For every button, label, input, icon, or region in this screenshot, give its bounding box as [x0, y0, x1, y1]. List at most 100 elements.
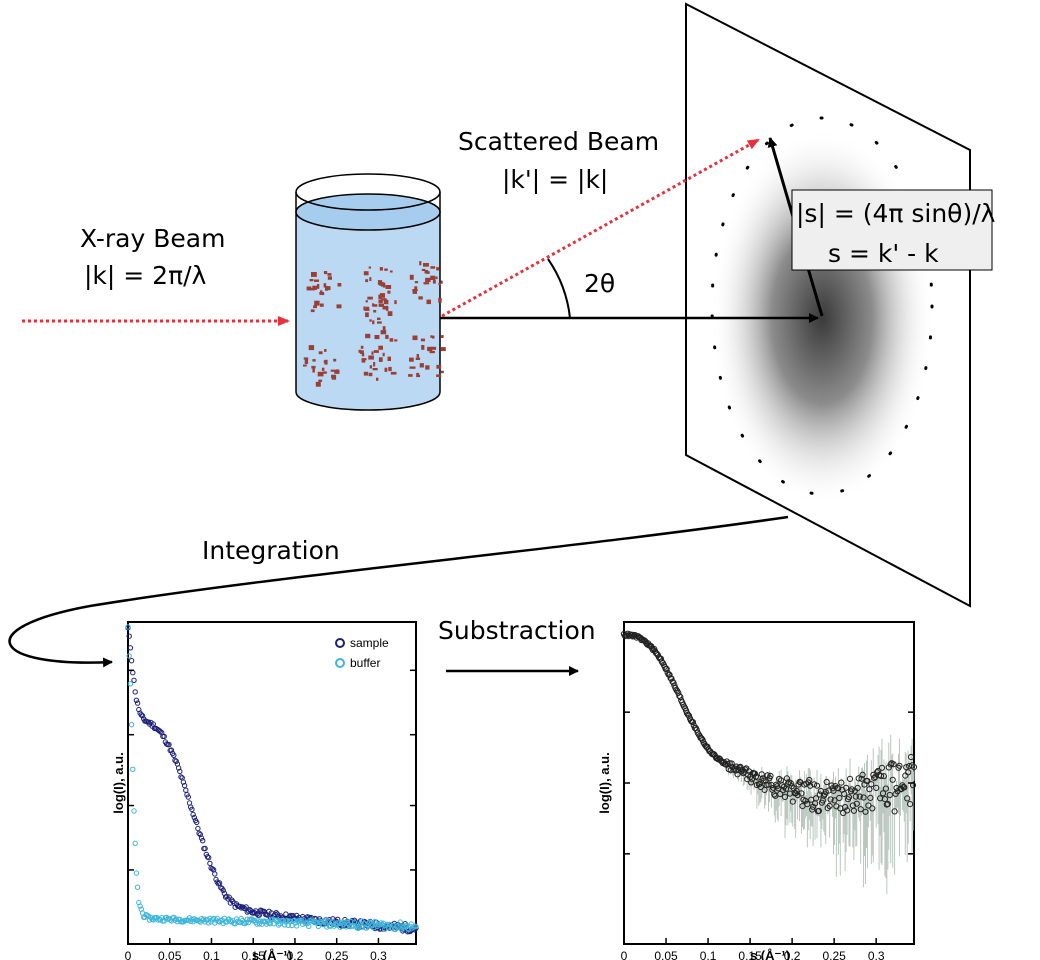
x-axis-label: s (Å⁻¹) [252, 948, 292, 960]
protein-blob [325, 286, 331, 291]
protein-blob [374, 335, 380, 340]
protein-blob [337, 283, 342, 287]
data-point [823, 778, 830, 786]
data-point [134, 700, 141, 706]
data-point [273, 910, 279, 916]
protein-blob [416, 372, 420, 378]
protein-blob [378, 303, 385, 307]
legend-label-buffer: buffer [350, 656, 380, 670]
xray-beam-equation: |k| = 2π/λ [84, 261, 207, 290]
data-point [212, 871, 218, 877]
data-point [822, 788, 829, 796]
data-point [243, 919, 249, 926]
data-point [322, 917, 329, 924]
data-point [321, 919, 328, 925]
data-point [294, 923, 300, 929]
x-tick-label: 0,3 [370, 949, 387, 960]
protein-blob [425, 277, 431, 282]
data-point [867, 794, 874, 802]
protein-blob [336, 304, 342, 309]
protein-blob [426, 299, 431, 305]
protein-blob [409, 357, 414, 362]
protein-blob [389, 270, 393, 273]
data-point [658, 658, 665, 665]
data-point [854, 784, 861, 792]
protein-blob [306, 286, 312, 291]
data-point [695, 731, 702, 738]
data-point [275, 922, 282, 928]
protein-blob [436, 267, 440, 271]
protein-blob [367, 296, 373, 300]
xray-beam-label: X-ray Beam [80, 224, 225, 253]
data-point [777, 790, 784, 798]
s-vector-equation: s = k' - k [828, 239, 939, 268]
x-tick-label: 0,3 [868, 949, 885, 960]
protein-blob [438, 297, 442, 303]
data-point [887, 761, 894, 768]
x-tick-label: 0 [125, 949, 132, 960]
protein-blob [333, 358, 337, 362]
protein-blob [418, 296, 423, 300]
protein-blob [366, 306, 370, 311]
protein-blob [435, 276, 438, 280]
protein-blob [327, 276, 332, 280]
data-point [787, 780, 794, 787]
protein-blob [363, 306, 366, 311]
protein-blob [308, 345, 315, 351]
data-point [907, 801, 914, 808]
data-point [196, 830, 202, 836]
data-point [788, 783, 795, 790]
data-point [813, 782, 821, 789]
data-point [191, 814, 198, 821]
s-magnitude-equation: |s| = (4π sinθ)/λ [796, 199, 996, 228]
protein-blob [317, 284, 320, 289]
protein-blob [412, 289, 417, 294]
data-point [842, 804, 849, 811]
data-point [255, 918, 261, 924]
data-point [128, 658, 135, 664]
data-point [771, 791, 778, 798]
data-point [850, 807, 858, 814]
data-point [889, 776, 896, 783]
data-point [384, 921, 390, 927]
protein-blob [412, 335, 418, 341]
data-point [397, 919, 403, 925]
data-point [403, 922, 410, 929]
protein-blob [323, 283, 327, 288]
data-point [746, 768, 753, 775]
equation-box [791, 189, 993, 271]
data-point [171, 752, 177, 758]
data-point [132, 840, 138, 846]
data-point [127, 681, 134, 687]
data-point [865, 802, 872, 809]
data-point [855, 775, 862, 782]
data-point [798, 790, 805, 797]
data-point [873, 784, 880, 792]
protein-blob [387, 311, 393, 316]
protein-blob [378, 357, 383, 362]
data-point [245, 919, 252, 926]
data-point [242, 920, 248, 927]
protein-blob [381, 298, 387, 301]
protein-blob [361, 359, 366, 363]
data-point [844, 807, 851, 814]
detector-plane [685, 2, 971, 608]
data-point [890, 761, 897, 768]
data-point [348, 918, 354, 925]
data-point [189, 916, 195, 922]
data-point [130, 766, 136, 772]
data-point [296, 918, 302, 924]
data-point [860, 794, 867, 801]
protein-blob [312, 359, 316, 362]
data-point [134, 884, 141, 890]
protein-blob [364, 308, 370, 311]
protein-blob [368, 355, 374, 360]
protein-blob [430, 335, 433, 338]
protein-blob [311, 365, 316, 369]
data-point [864, 777, 871, 785]
protein-blob [377, 280, 383, 285]
data-point [157, 728, 164, 735]
data-point [794, 791, 801, 799]
data-point [780, 787, 787, 794]
protein-blob [318, 379, 323, 382]
